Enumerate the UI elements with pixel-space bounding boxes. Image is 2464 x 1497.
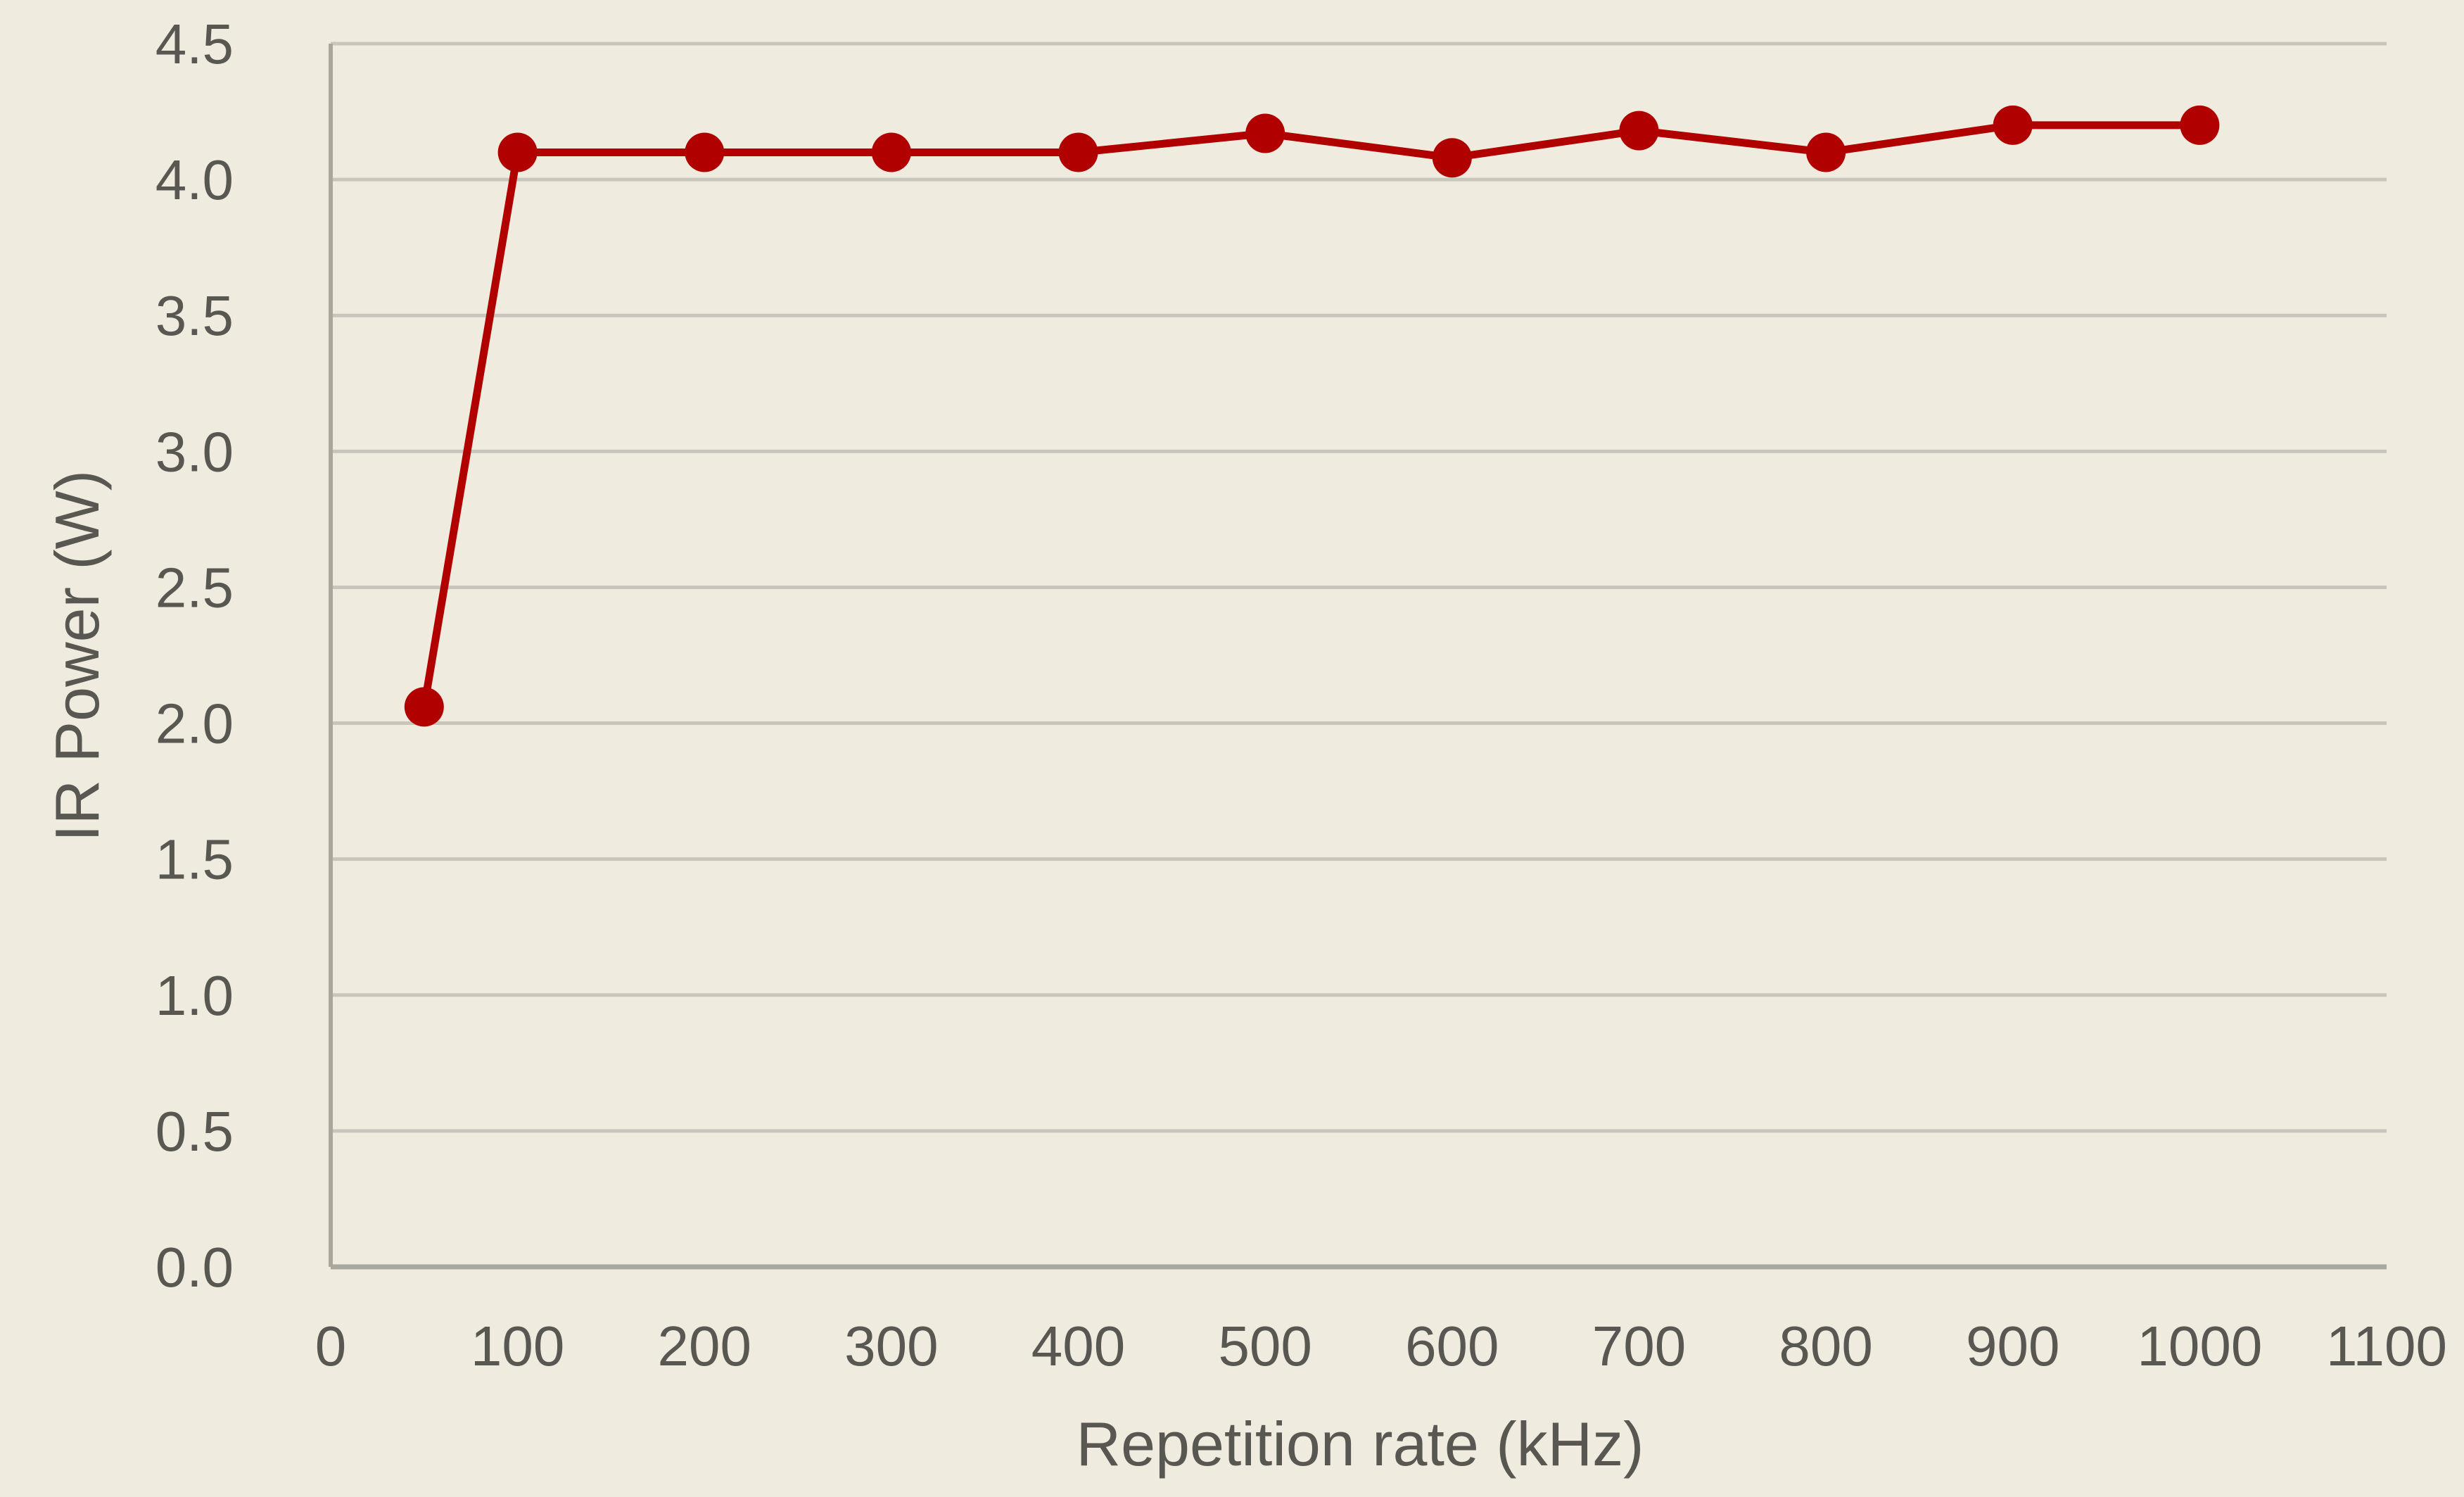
data-point [685, 132, 725, 172]
x-tick-label: 0 [315, 1315, 347, 1377]
x-tick-label: 1100 [2326, 1315, 2447, 1377]
data-point [497, 132, 538, 172]
x-tick-label: 1000 [2137, 1315, 2262, 1377]
y-tick-label: 4.5 [155, 13, 234, 75]
data-point [1993, 105, 2033, 145]
x-tick-label: 300 [844, 1315, 938, 1377]
gridlines [331, 42, 2387, 1133]
y-tick-label: 0.5 [155, 1100, 234, 1163]
y-tick-label: 1.0 [155, 964, 234, 1027]
y-tick-label: 0.0 [155, 1236, 234, 1299]
x-tick-label: 700 [1592, 1315, 1686, 1377]
series [404, 105, 2220, 727]
x-tick-label: 600 [1405, 1315, 1499, 1377]
x-axis-title: Repetition rate (kHz) [1077, 1409, 1644, 1479]
tick-labels: 0.0 0.5 1.0 1.5 2.0 2.5 3.0 3.5 4.0 4.5 0 100 200 300… [155, 13, 2447, 1377]
y-tick-label: 1.5 [155, 828, 234, 891]
y-tick-label: 2.5 [155, 556, 234, 619]
data-point [1806, 132, 1846, 172]
x-tick-label: 900 [1966, 1315, 2059, 1377]
series-line [420, 121, 2204, 711]
x-tick-label: 500 [1218, 1315, 1312, 1377]
y-tick-label: 2.0 [155, 693, 234, 755]
data-point [2180, 105, 2220, 145]
y-axis-title: IR Power (W) [42, 470, 112, 842]
x-tick-label: 400 [1031, 1315, 1125, 1377]
x-tick-label: 200 [658, 1315, 751, 1377]
data-point [404, 687, 444, 727]
x-tick-label: 100 [471, 1315, 564, 1377]
axes [329, 44, 2387, 1270]
y-tick-label: 3.0 [155, 420, 234, 483]
data-point [1432, 138, 1472, 178]
y-tick-label: 3.5 [155, 284, 234, 347]
data-point [1058, 132, 1098, 172]
y-tick-label: 4.0 [155, 149, 234, 211]
x-tick-label: 800 [1779, 1315, 1872, 1377]
data-point [1619, 110, 1659, 151]
data-point [871, 132, 911, 172]
data-point [1245, 113, 1285, 153]
